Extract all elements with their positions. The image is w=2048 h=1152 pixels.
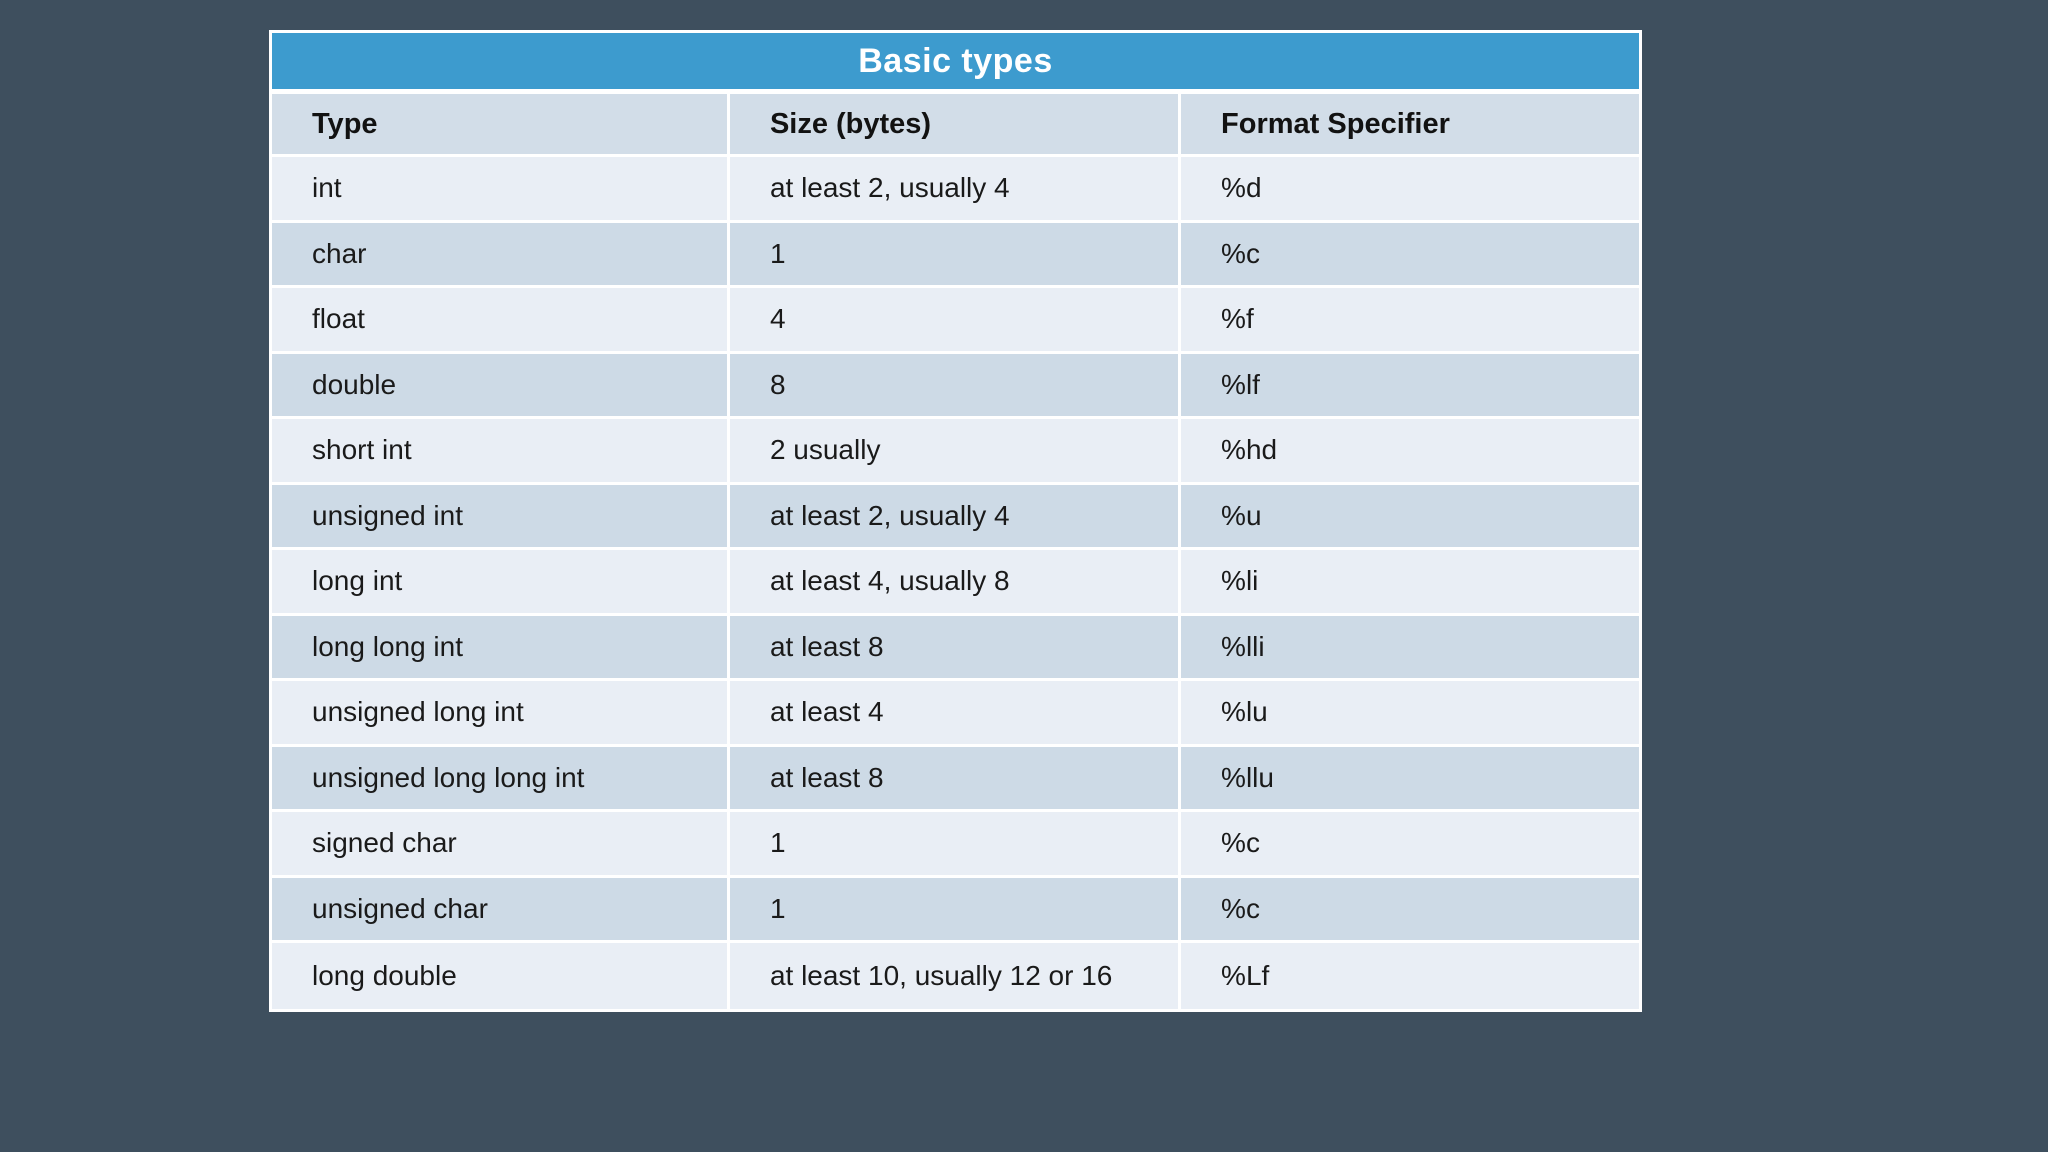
cell-type: int bbox=[272, 157, 730, 223]
cell-size: at least 8 bbox=[729, 615, 1182, 681]
cell-format: %lli bbox=[1181, 615, 1639, 681]
table-row: char 1 %c bbox=[272, 222, 1639, 288]
cell-type: short int bbox=[272, 419, 730, 485]
cell-size: 2 usually bbox=[729, 419, 1182, 485]
cell-size: at least 10, usually 12 or 16 bbox=[729, 943, 1182, 1009]
table-row: short int 2 usually %hd bbox=[272, 419, 1639, 485]
cell-format: %f bbox=[1181, 288, 1639, 354]
cell-format: %llu bbox=[1181, 746, 1639, 812]
cell-size: at least 4, usually 8 bbox=[729, 550, 1182, 616]
table-row: long int at least 4, usually 8 %li bbox=[272, 550, 1639, 616]
header-row: Type Size (bytes) Format Specifier bbox=[272, 94, 1639, 157]
cell-type: long int bbox=[272, 550, 730, 616]
table-body: int at least 2, usually 4 %d char 1 %c f… bbox=[272, 157, 1639, 1009]
table-row: unsigned int at least 2, usually 4 %u bbox=[272, 484, 1639, 550]
cell-size: 8 bbox=[729, 353, 1182, 419]
cell-size: 1 bbox=[729, 222, 1182, 288]
cell-size: at least 8 bbox=[729, 746, 1182, 812]
table-row: double 8 %lf bbox=[272, 353, 1639, 419]
column-header-size: Size (bytes) bbox=[729, 94, 1182, 157]
table-row: unsigned char 1 %c bbox=[272, 877, 1639, 943]
cell-type: long long int bbox=[272, 615, 730, 681]
basic-types-table-card: Basic types Type Size (bytes) Format Spe… bbox=[269, 30, 1642, 1012]
table-row: unsigned long int at least 4 %lu bbox=[272, 681, 1639, 747]
cell-type: double bbox=[272, 353, 730, 419]
table-row: signed char 1 %c bbox=[272, 812, 1639, 878]
column-header-format: Format Specifier bbox=[1181, 94, 1639, 157]
cell-format: %c bbox=[1181, 812, 1639, 878]
table-title: Basic types bbox=[272, 33, 1639, 94]
cell-size: at least 2, usually 4 bbox=[729, 484, 1182, 550]
cell-type: unsigned int bbox=[272, 484, 730, 550]
cell-format: %hd bbox=[1181, 419, 1639, 485]
cell-size: 1 bbox=[729, 877, 1182, 943]
cell-type: unsigned long long int bbox=[272, 746, 730, 812]
cell-format: %u bbox=[1181, 484, 1639, 550]
cell-format: %c bbox=[1181, 222, 1639, 288]
cell-type: float bbox=[272, 288, 730, 354]
column-header-type: Type bbox=[272, 94, 730, 157]
cell-size: 1 bbox=[729, 812, 1182, 878]
table-row: long double at least 10, usually 12 or 1… bbox=[272, 943, 1639, 1009]
cell-size: 4 bbox=[729, 288, 1182, 354]
cell-type: unsigned long int bbox=[272, 681, 730, 747]
cell-format: %c bbox=[1181, 877, 1639, 943]
basic-types-table: Type Size (bytes) Format Specifier int a… bbox=[272, 94, 1639, 1009]
cell-size: at least 2, usually 4 bbox=[729, 157, 1182, 223]
cell-format: %li bbox=[1181, 550, 1639, 616]
cell-type: signed char bbox=[272, 812, 730, 878]
cell-format: %lu bbox=[1181, 681, 1639, 747]
table-row: int at least 2, usually 4 %d bbox=[272, 157, 1639, 223]
cell-format: %lf bbox=[1181, 353, 1639, 419]
cell-type: char bbox=[272, 222, 730, 288]
table-header: Type Size (bytes) Format Specifier bbox=[272, 94, 1639, 157]
table-row: unsigned long long int at least 8 %llu bbox=[272, 746, 1639, 812]
cell-format: %Lf bbox=[1181, 943, 1639, 1009]
cell-type: long double bbox=[272, 943, 730, 1009]
table-row: long long int at least 8 %lli bbox=[272, 615, 1639, 681]
cell-type: unsigned char bbox=[272, 877, 730, 943]
table-row: float 4 %f bbox=[272, 288, 1639, 354]
cell-format: %d bbox=[1181, 157, 1639, 223]
cell-size: at least 4 bbox=[729, 681, 1182, 747]
